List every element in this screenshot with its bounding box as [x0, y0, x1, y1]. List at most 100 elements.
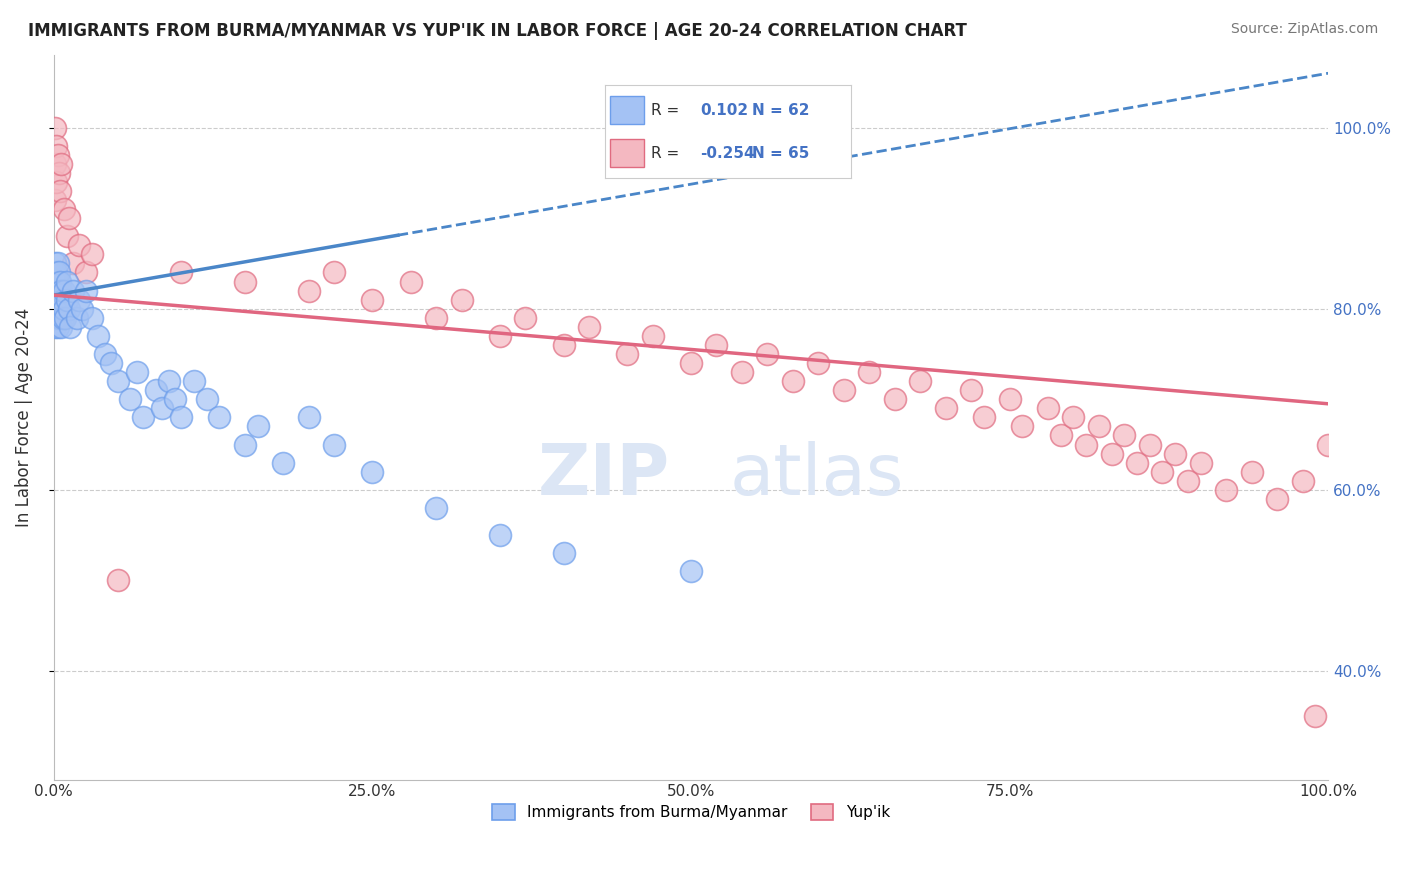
Point — [51, 319, 73, 334]
Point — [679, 356, 702, 370]
Text: N = 62: N = 62 — [752, 103, 810, 118]
Text: R =: R = — [651, 103, 685, 118]
Point — [132, 410, 155, 425]
Point — [48, 166, 70, 180]
Point — [62, 284, 84, 298]
Point — [1189, 456, 1212, 470]
Point — [100, 356, 122, 370]
Point — [48, 284, 70, 298]
Point — [706, 338, 728, 352]
Point — [157, 374, 180, 388]
Point — [44, 193, 66, 207]
Point — [195, 392, 218, 407]
Point — [53, 310, 76, 325]
Text: N = 65: N = 65 — [752, 145, 810, 161]
Point — [58, 301, 80, 316]
Point — [87, 329, 110, 343]
Point — [46, 275, 69, 289]
Point — [107, 574, 129, 588]
Point — [44, 275, 66, 289]
Text: 0.102: 0.102 — [700, 103, 748, 118]
Point — [49, 293, 72, 307]
Point — [58, 211, 80, 226]
Point — [59, 319, 82, 334]
Text: R =: R = — [651, 145, 685, 161]
Bar — [610, 139, 644, 167]
Point — [125, 365, 148, 379]
Point — [1240, 465, 1263, 479]
Point — [832, 383, 855, 397]
Text: Source: ZipAtlas.com: Source: ZipAtlas.com — [1230, 22, 1378, 37]
Point — [46, 319, 69, 334]
Point — [46, 147, 69, 161]
Point — [1036, 401, 1059, 416]
Point — [80, 310, 103, 325]
Point — [55, 229, 77, 244]
Point — [515, 310, 537, 325]
Point — [973, 410, 995, 425]
Point — [45, 138, 67, 153]
Point — [53, 202, 76, 216]
Point — [425, 500, 447, 515]
Point — [51, 157, 73, 171]
Point — [641, 329, 664, 343]
Point — [233, 275, 256, 289]
Point — [858, 365, 880, 379]
Point — [44, 157, 66, 171]
Point — [75, 265, 97, 279]
Point — [1101, 447, 1123, 461]
Point — [1164, 447, 1187, 461]
Point — [1087, 419, 1109, 434]
Point — [489, 329, 512, 343]
Point — [48, 301, 70, 316]
Point — [782, 374, 804, 388]
Point — [731, 365, 754, 379]
Point — [208, 410, 231, 425]
Point — [44, 301, 66, 316]
Point — [94, 347, 117, 361]
Point — [1291, 474, 1313, 488]
Point — [80, 247, 103, 261]
Point — [1305, 709, 1327, 723]
Point — [44, 120, 66, 135]
Point — [1177, 474, 1199, 488]
Point — [553, 546, 575, 560]
Point — [51, 301, 73, 316]
Point — [1062, 410, 1084, 425]
Text: ZIP: ZIP — [538, 441, 671, 510]
Point — [67, 238, 90, 252]
Point — [1152, 465, 1174, 479]
Point — [66, 310, 89, 325]
Point — [145, 383, 167, 397]
Point — [53, 301, 76, 316]
Point — [1139, 437, 1161, 451]
Point — [298, 284, 321, 298]
Point — [1215, 483, 1237, 497]
Y-axis label: In Labor Force | Age 20-24: In Labor Force | Age 20-24 — [15, 308, 32, 527]
Point — [298, 410, 321, 425]
Point — [883, 392, 905, 407]
Point — [578, 319, 600, 334]
Point — [52, 293, 75, 307]
Point — [489, 528, 512, 542]
Point — [361, 465, 384, 479]
Point — [49, 275, 72, 289]
Point — [1074, 437, 1097, 451]
Point — [1049, 428, 1071, 442]
Point — [45, 265, 67, 279]
Point — [44, 319, 66, 334]
Point — [183, 374, 205, 388]
Point — [44, 256, 66, 270]
Text: IMMIGRANTS FROM BURMA/MYANMAR VS YUP'IK IN LABOR FORCE | AGE 20-24 CORRELATION C: IMMIGRANTS FROM BURMA/MYANMAR VS YUP'IK … — [28, 22, 967, 40]
Point — [46, 293, 69, 307]
Point — [399, 275, 422, 289]
Point — [52, 310, 75, 325]
Point — [1317, 437, 1340, 451]
Text: atlas: atlas — [730, 441, 904, 510]
Point — [1265, 491, 1288, 506]
Point — [51, 284, 73, 298]
Point — [53, 284, 76, 298]
Point — [55, 275, 77, 289]
Point — [45, 310, 67, 325]
Point — [62, 256, 84, 270]
